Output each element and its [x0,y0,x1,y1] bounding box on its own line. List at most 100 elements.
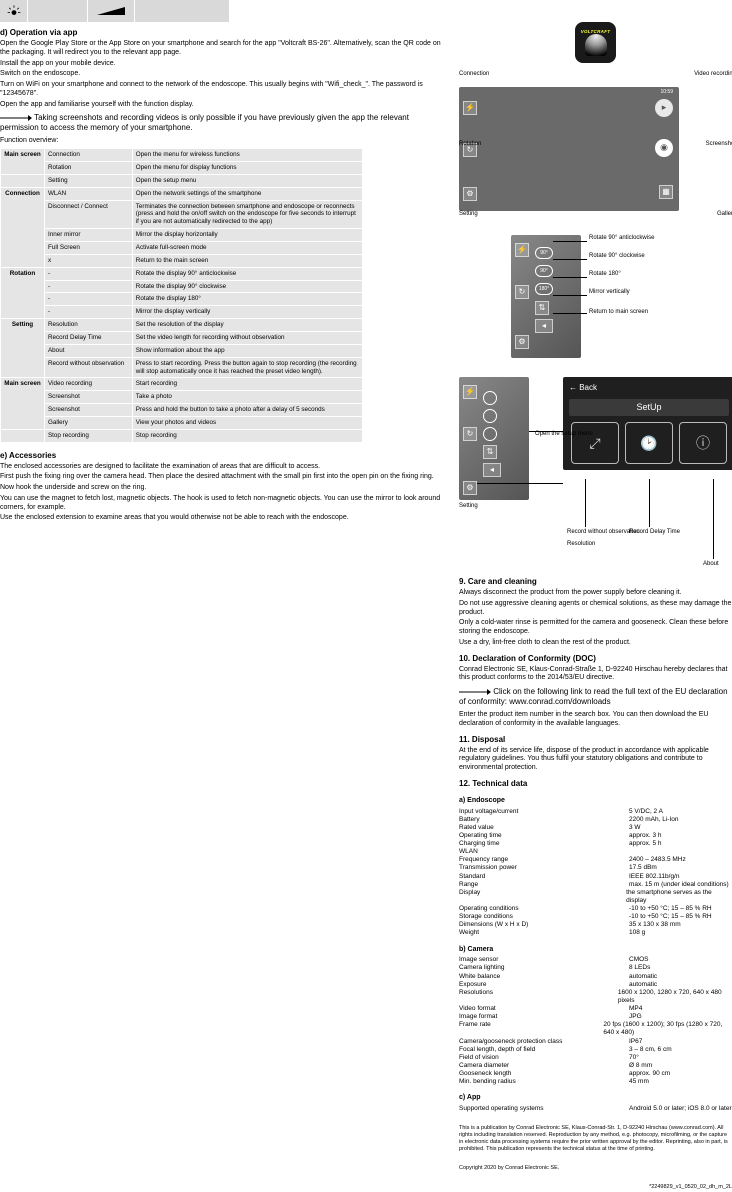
care-b2: Do not use aggressive cleaning agents or… [459,600,732,618]
spec-row: StandardIEEE 802.11b/g/n [459,873,732,881]
cap-delay: Record Delay Time [629,529,680,537]
left-column: d) Operation via app Open the Google Pla… [0,22,455,1192]
acc-p1: The enclosed accessories are designed to… [0,463,447,472]
table-group: Main screen [1,149,45,175]
spec-row: Camera lighting8 LEDs [459,964,732,972]
table-row-desc: Stop recording [132,429,362,442]
table-row-label: Resolution [44,319,132,332]
spec-row: Supported operating systemsAndroid 5.0 o… [459,1105,732,1113]
table-row-label: - [44,267,132,280]
cap-res: Resolution [567,541,595,549]
app-step-4: Turn on WiFi on your smartphone and conn… [0,81,447,99]
table-row-desc: Terminates the connection between smartp… [132,200,362,229]
acc-p4: You can use the magnet to fetch lost, ma… [0,495,447,513]
table-group [1,429,45,442]
heading-conformity: 10. Declaration of Conformity (DOC) [459,654,732,664]
rot-90b: 90° [535,265,553,277]
plug-icon: ⚡ [463,101,477,115]
spec-row: Storage conditions-10 to +50 °C; 15 – 85… [459,913,732,921]
spec-row: Focal length, depth of field3 – 8 cm, 6 … [459,1046,732,1054]
table-row-desc: Return to the main screen [132,254,362,267]
spec-camera-h: b) Camera [459,946,732,955]
note-permissions: Taking screenshots and recording videos … [0,113,447,133]
spec-row: Frequency range2400 – 2483.5 MHz [459,856,732,864]
spec-row: WLAN [459,848,732,856]
conf-arrow-text: Click on the following link to read the … [459,687,728,706]
rotation-icon-2: ↻ [515,285,529,299]
rot-90a: 90° [535,247,553,259]
disp-p: At the end of its service life, dispose … [459,747,732,773]
spec-app-h: c) App [459,1094,732,1103]
table-row-label: - [44,293,132,306]
heading-care: 9. Care and cleaning [459,577,732,587]
table-row-desc: Set the resolution of the display [132,319,362,332]
table-row-desc: Open the setup menu [132,174,362,187]
spec-row: Dimensions (W x H x D)35 x 130 x 38 mm [459,921,732,929]
main-screen-preview: 10:59 ⚡ ↻ ⚙ ▸ ◉ ▦ [459,87,679,211]
spec-row: Min. bending radius45 mm [459,1078,732,1086]
setup-title: SetUp [569,399,729,416]
spec-row: Field of vision70° [459,1054,732,1062]
about-btn[interactable]: ⓘ [679,422,727,464]
setup-panel: ← Back SetUp ⤢ 🕑 ⓘ [563,377,732,470]
table-row-label: x [44,254,132,267]
cap-rotation: Rotation [459,141,481,149]
heading-specs: 12. Technical data [459,779,732,789]
table-row-label: Gallery [44,417,132,430]
table-row-desc: Mirror the display vertically [132,306,362,319]
spec-row: Operating timeapprox. 3 h [459,832,732,840]
spec-row: White balanceautomatic [459,973,732,981]
rotation-icon-3: ↻ [463,427,477,441]
table-row-desc: Mirror the display horizontally [132,229,362,242]
table-row-label: Stop recording [44,429,132,442]
table-row-desc: Take a photo [132,391,362,404]
spec-row: Battery2200 mAh, Li-Ion [459,816,732,824]
footer-copyright: Copyright 2020 by Conrad Electronic SE. [459,1165,732,1172]
table-row-label: Full Screen [44,241,132,254]
return-icon: ◂ [535,319,553,333]
ring-1 [483,391,497,405]
back-button[interactable]: ← Back [569,383,729,393]
app-step-2: Install the app on your mobile device. [0,60,447,69]
table-row-label: - [44,280,132,293]
function-table: Main screenConnectionOpen the menu for w… [0,148,363,443]
right-column: VOLTCRAFT 10:59 ⚡ ↻ ⚙ ▸ ◉ ▦ Connection R… [455,22,732,1192]
setting-screen-small: ⚡ ↻ ⇅ ◂ ⚙ [459,377,529,500]
care-b4: Use a dry, lint-free cloth to clean the … [459,639,732,648]
heading-disposal: 11. Disposal [459,735,732,745]
spec-row: Transmission power17.5 dBm [459,864,732,872]
table-row-desc: Set the video length for recording witho… [132,332,362,345]
delay-btn[interactable]: 🕑 [625,422,673,464]
table-row-label: Inner mirror [44,229,132,242]
spec-row: Camera/gooseneck protection classIP67 [459,1038,732,1046]
spec-row: Weight108 g [459,929,732,937]
spec-block: a) Endoscope Input voltage/current5 V/DC… [459,797,732,1113]
spec-row: Video formatMP4 [459,1005,732,1013]
table-row-desc: Rotate the display 90° clockwise [132,280,362,293]
spec-row: Input voltage/current5 V/DC, 2 A [459,808,732,816]
return-icon-2: ◂ [483,463,501,477]
ring-3 [483,427,497,441]
setup-preview: ⚡ ↻ ⇅ ◂ ⚙ ← Back SetUp ⤢ 🕑 ⓘ [459,371,732,571]
mirror-icon-2: ⇅ [483,445,497,459]
top-icon-row [0,0,732,22]
table-row-desc: Rotate the display 90° anticlockwise [132,267,362,280]
table-row-label: Rotation [44,161,132,174]
conf-arrow: Click on the following link to read the … [459,687,732,707]
heading-accessories: e) Accessories [0,451,447,461]
note-permissions-text: Taking screenshots and recording videos … [0,113,409,132]
mirror-v-icon: ⇅ [535,301,549,315]
table-row-label: Record without observation [44,357,132,378]
spec-row: Frame rate20 fps (1600 x 1200); 30 fps (… [459,1021,732,1037]
camera-icon: ◉ [655,139,673,157]
top-cell-blank1 [28,0,88,22]
care-b1: Always disconnect the product from the p… [459,589,732,598]
heading-app-operation: d) Operation via app [0,28,447,38]
plug-icon-2: ⚡ [515,243,529,257]
table-row-desc: Open the menu for wireless functions [132,149,362,162]
care-b3: Only a cold-water rinse is permitted for… [459,619,732,637]
app-icon: VOLTCRAFT [575,22,616,63]
resolution-btn[interactable]: ⤢ [571,422,619,464]
cap-shot: Screenshot [706,141,732,149]
gallery-icon: ▦ [659,185,673,199]
